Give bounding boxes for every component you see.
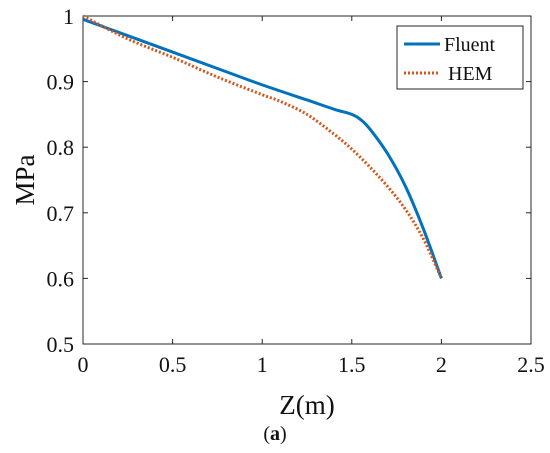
x-axis-label: Z(m) bbox=[279, 390, 334, 420]
y-tick-label: 0.7 bbox=[47, 201, 75, 226]
series-lines bbox=[82, 14, 443, 280]
legend-label-hem: HEM bbox=[448, 63, 493, 85]
x-tick-label: 1.5 bbox=[338, 352, 366, 377]
series-line-hem bbox=[82, 14, 443, 280]
x-tick-label: 2 bbox=[436, 352, 447, 377]
caption-open-paren: ( bbox=[263, 423, 270, 445]
x-tick-label: 0 bbox=[78, 352, 89, 377]
caption-letter: a bbox=[270, 423, 280, 445]
caption-close-paren: ) bbox=[280, 423, 287, 445]
y-axis-label: MPa bbox=[10, 154, 40, 205]
x-tick-label: 0.5 bbox=[159, 352, 187, 377]
x-tick-label: 2.5 bbox=[517, 352, 545, 377]
legend-label-fluent: Fluent bbox=[444, 34, 496, 56]
figure-caption: (a) bbox=[0, 423, 550, 446]
y-tick-label: 0.5 bbox=[47, 332, 75, 357]
legend-box bbox=[396, 25, 524, 90]
y-tick-label: 0.9 bbox=[47, 70, 75, 95]
legend: Fluent HEM bbox=[396, 25, 524, 90]
y-tick-label: 1 bbox=[63, 4, 74, 29]
y-tick-label: 0.8 bbox=[47, 135, 75, 160]
x-tick-label: 1 bbox=[257, 352, 268, 377]
y-tick-label: 0.6 bbox=[47, 266, 75, 291]
series-line-fluent bbox=[82, 17, 443, 279]
axis-ticks: 0 0.5 1 1.5 2 2.50.50.60.70.80.91 bbox=[47, 4, 545, 377]
